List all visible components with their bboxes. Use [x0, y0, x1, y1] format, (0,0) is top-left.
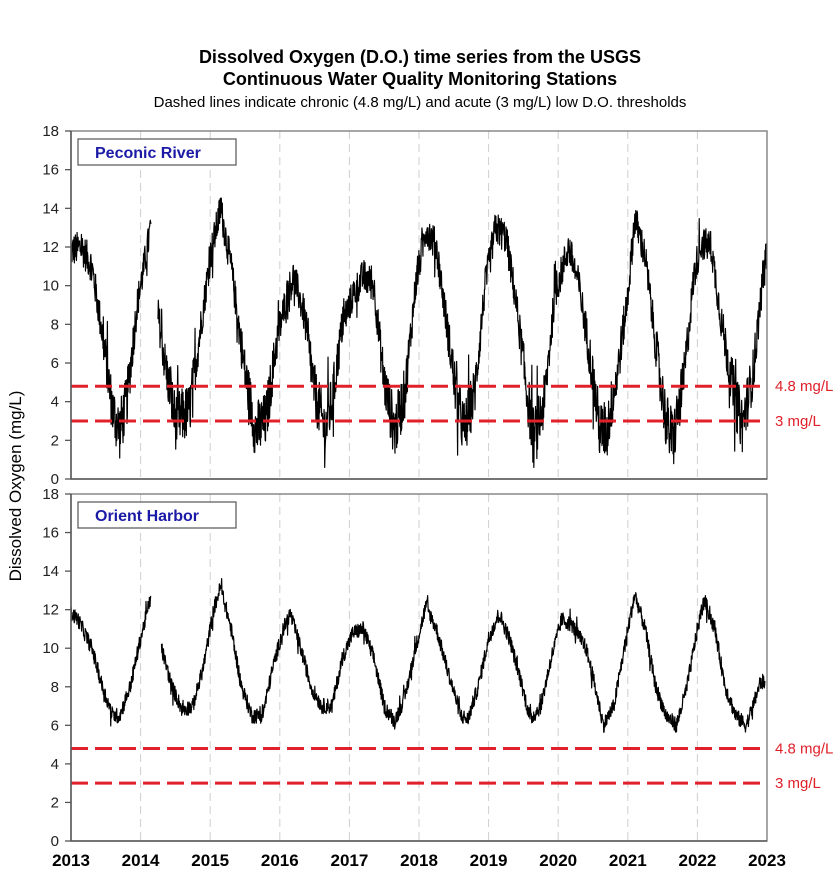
y-tick-label: 0 [51, 833, 59, 850]
series-line [70, 219, 152, 459]
y-tick-label: 12 [42, 239, 59, 256]
x-tick-label: 2015 [191, 851, 229, 870]
threshold-label-chronic: 4.8 mg/L [775, 378, 833, 395]
panel-label: Peconic River [95, 145, 201, 162]
y-tick-label: 4 [51, 756, 59, 773]
series-line [160, 578, 766, 733]
x-tick-label: 2013 [52, 851, 90, 870]
y-tick-label: 6 [51, 355, 59, 372]
x-tick-label: 2018 [400, 851, 438, 870]
y-tick-label: 18 [42, 123, 59, 140]
y-tick-label: 8 [51, 679, 59, 696]
series-line [70, 595, 152, 727]
y-tick-label: 18 [42, 486, 59, 503]
x-tick-label: 2014 [122, 851, 160, 870]
panel-label: Orient Harbor [95, 508, 199, 525]
y-tick-label: 12 [42, 602, 59, 619]
y-tick-label: 6 [51, 717, 59, 734]
panel-orient-harbor: 4.8 mg/L 3 mg/L 0 2 4 6 8 10 12 14 16 18 Orient Harb… [42, 486, 833, 850]
y-tick-label: 8 [51, 316, 59, 333]
chart-subtitle: Dashed lines indicate chronic (4.8 mg/L)… [153, 94, 687, 111]
series-line [157, 197, 768, 468]
threshold-label-chronic: 4.8 mg/L [775, 740, 833, 757]
threshold-label-acute: 3 mg/L [775, 413, 821, 430]
panel-peconic-river: 4.8 mg/L 3 mg/L 0 2 4 6 8 10 12 14 16 18 Peconic Riv… [42, 123, 833, 488]
y-tick-label: 2 [51, 432, 59, 449]
y-tick-label: 14 [42, 200, 59, 217]
x-tick-label: 2019 [470, 851, 508, 870]
chart-title-line2: Continuous Water Quality Monitoring Stat… [222, 69, 618, 89]
y-tick-label: 0 [51, 471, 59, 488]
x-tick-label: 2021 [609, 851, 647, 870]
y-tick-label: 2 [51, 794, 59, 811]
y-tick-label: 10 [42, 640, 59, 657]
y-tick-label: 16 [42, 162, 59, 179]
threshold-label-acute: 3 mg/L [775, 775, 821, 792]
panel-label-box [77, 501, 237, 529]
y-tick-label: 4 [51, 394, 59, 411]
y-axis-label: Dissolved Oxygen (mg/L) [6, 391, 25, 582]
panel-label-box [77, 138, 237, 166]
y-tick-label: 10 [42, 278, 59, 295]
x-tick-label: 2022 [678, 851, 716, 870]
y-tick-label: 14 [42, 563, 59, 580]
chart-title: Dissolved Oxygen (D.O.) time series from… [198, 47, 642, 67]
y-tick-label: 16 [42, 525, 59, 542]
x-tick-label: 2017 [330, 851, 368, 870]
x-tick-label: 2020 [539, 851, 577, 870]
x-tick-label: 2016 [261, 851, 299, 870]
x-tick-label: 2023 [748, 851, 786, 870]
